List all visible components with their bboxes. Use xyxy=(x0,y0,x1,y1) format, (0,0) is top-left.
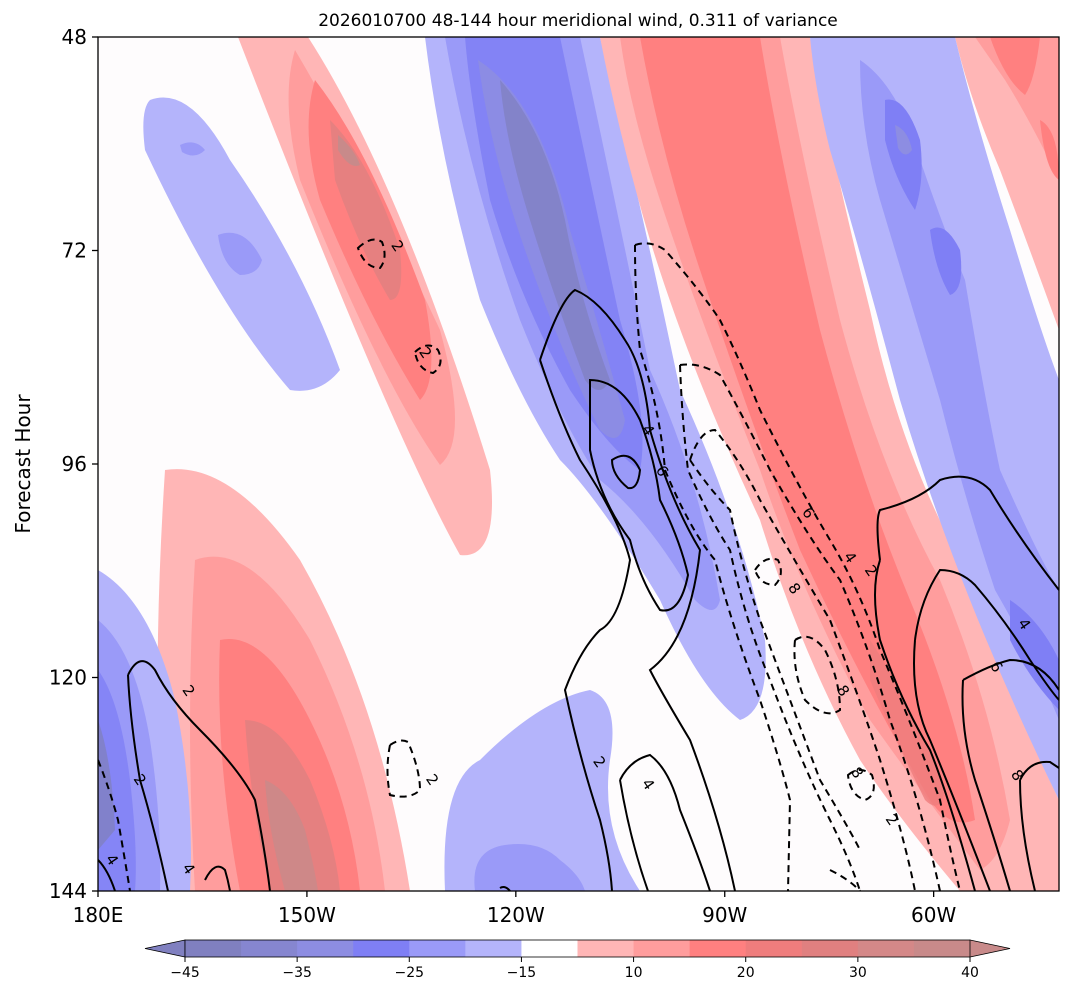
contour-dashed-outer-2b xyxy=(634,244,792,891)
x-tick-label: 90W xyxy=(702,903,747,927)
contour-solid-right-6 xyxy=(962,658,1059,691)
contour-solid-central-2b xyxy=(539,359,632,891)
y-tick-label: 72 xyxy=(62,239,87,263)
colorbar-extend-max xyxy=(969,939,1011,958)
colorbar-segment xyxy=(521,940,578,957)
negative-band-bottom-center xyxy=(444,690,640,891)
contour-solid-central-2 xyxy=(539,288,736,891)
x-tick-label: 180E xyxy=(73,903,124,927)
colorbar-segment xyxy=(857,940,915,957)
positive-band-top-right xyxy=(955,37,1059,330)
contour-solid-right-2b xyxy=(874,559,976,891)
colorbar-tick-label: 30 xyxy=(849,965,867,981)
y-tick-label: 48 xyxy=(62,25,87,49)
colorbar-segment xyxy=(801,940,859,957)
line-contours xyxy=(98,288,1059,891)
contour-dashed-outer-2 xyxy=(634,242,961,891)
colorbar-segment xyxy=(353,940,410,957)
contour-dashed-small-1 xyxy=(356,238,386,270)
negative-band-right xyxy=(810,37,1059,800)
colorbar-tick-label: −25 xyxy=(395,965,425,981)
chart-title: 2026010700 48-144 hour meridional wind, … xyxy=(318,11,838,31)
y-tick-label: 144 xyxy=(49,879,87,903)
colorbar-segment xyxy=(241,940,298,957)
contour-solid-left-2 xyxy=(127,660,271,891)
y-axis: 48 72 96 120 144 xyxy=(49,25,98,903)
positive-band-right xyxy=(600,37,1059,891)
colorbar-tick-label: 40 xyxy=(961,965,979,981)
filled-contours xyxy=(98,37,1059,891)
colorbar-segment xyxy=(577,940,635,957)
y-tick-label: 96 xyxy=(62,452,87,476)
y-axis-label: Forecast Hour xyxy=(11,394,35,534)
contour-solid-right-8b xyxy=(1019,779,1036,891)
colorbar-segment xyxy=(913,940,971,957)
contour-solid-right-6b xyxy=(961,679,1011,891)
contour-solid-right-2 xyxy=(876,475,1059,591)
colorbar-segment xyxy=(185,940,242,957)
contour-solid-right-4b xyxy=(913,639,991,891)
colorbar: −45 −35 −25 −15 10 20 30 40 xyxy=(144,939,1011,981)
contour-dashed-6 xyxy=(689,428,916,891)
positive-band-lower-left xyxy=(157,469,410,891)
contour-dashed-small-2 xyxy=(413,344,442,375)
colorbar-segment xyxy=(689,940,747,957)
negative-band-lower-left-edge xyxy=(98,570,191,891)
contour-dashed-8a xyxy=(753,557,782,587)
x-tick-label: 150W xyxy=(278,903,336,927)
contour-dashed-4b xyxy=(679,364,861,891)
contour-dashed-6b xyxy=(689,459,861,851)
colorbar-tick-label: 20 xyxy=(737,965,755,981)
contour-solid-central-4b xyxy=(619,753,711,891)
contour-solid-central-4 xyxy=(589,378,690,612)
colorbar-segment xyxy=(745,940,803,957)
contour-solid-left-4 xyxy=(204,865,231,891)
colorbar-segment xyxy=(465,940,522,957)
contour-dashed-small-3 xyxy=(386,739,422,798)
dashed-contours xyxy=(98,238,961,891)
contour-solid-central-6 xyxy=(610,454,642,490)
negative-band-upper-left xyxy=(143,97,340,391)
x-tick-label: 120W xyxy=(487,903,545,927)
contour-dashed-left-2 xyxy=(98,759,131,891)
colorbar-segment xyxy=(297,940,354,957)
colorbar-tick-label: −35 xyxy=(282,965,312,981)
colorbar-segment xyxy=(409,940,466,957)
x-axis: 180E 150W 120W 90W 60W xyxy=(73,891,956,927)
contour-dashed-2-right xyxy=(829,869,861,891)
colorbar-extend-min xyxy=(144,939,186,958)
contour-solid-bottom-tiny xyxy=(499,886,511,891)
contour-solid-right-4 xyxy=(914,568,1059,701)
contour-dashed-4 xyxy=(679,363,941,891)
colorbar-frame xyxy=(184,939,971,958)
contour-solid-left-2b xyxy=(127,674,169,891)
contour-dashed-8b xyxy=(793,635,842,715)
x-tick-label: 60W xyxy=(911,903,956,927)
colorbar-tick-label: −45 xyxy=(170,965,200,981)
colorbar-segment xyxy=(633,940,691,957)
contour-solid-right-8 xyxy=(1019,760,1059,781)
contour-dashed-8c xyxy=(846,769,875,802)
colorbar-tick-label: −15 xyxy=(507,965,537,981)
contour-solid-left-4b xyxy=(98,859,116,891)
colorbar-tick-label: 10 xyxy=(625,965,643,981)
contour-solid-central-4c xyxy=(619,779,649,891)
y-tick-label: 120 xyxy=(49,666,87,690)
